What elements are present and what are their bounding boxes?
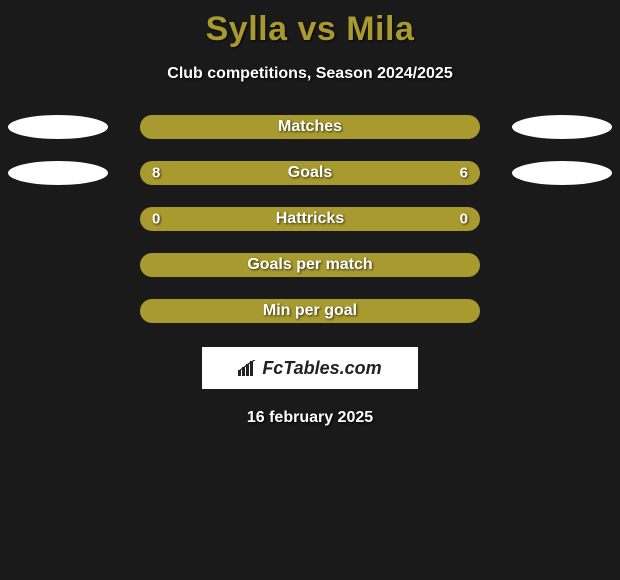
page-title: Sylla vs Mila — [0, 0, 620, 49]
stat-row: Goals per match — [0, 253, 620, 277]
stat-value-right: 6 — [460, 165, 468, 182]
stat-pill: Matches — [140, 115, 480, 139]
stat-label: Goals per match — [247, 256, 372, 274]
bar-chart-icon — [238, 360, 258, 376]
stat-row: Min per goal — [0, 299, 620, 323]
stat-label: Goals — [288, 164, 332, 182]
stat-value-left: 0 — [152, 211, 160, 228]
stat-pill: 8 Goals 6 — [140, 161, 480, 185]
stat-label: Hattricks — [276, 210, 344, 228]
left-player-oval — [8, 115, 108, 139]
stats-rows: Matches 8 Goals 6 0 Hattricks 0 Goals per match… — [0, 115, 620, 323]
stat-value-left: 8 — [152, 165, 160, 182]
date-line: 16 february 2025 — [0, 409, 620, 427]
stat-row: Matches — [0, 115, 620, 139]
stat-value-right: 0 — [460, 211, 468, 228]
stat-pill: 0 Hattricks 0 — [140, 207, 480, 231]
stat-label: Matches — [278, 118, 342, 136]
left-player-oval — [8, 161, 108, 185]
stat-label: Min per goal — [263, 302, 357, 320]
logo-text: FcTables.com — [262, 358, 381, 379]
stat-pill: Goals per match — [140, 253, 480, 277]
stat-pill: Min per goal — [140, 299, 480, 323]
logo-box: FcTables.com — [202, 347, 418, 389]
right-player-oval — [512, 115, 612, 139]
stat-row: 8 Goals 6 — [0, 161, 620, 185]
subtitle: Club competitions, Season 2024/2025 — [0, 65, 620, 83]
stat-row: 0 Hattricks 0 — [0, 207, 620, 231]
right-player-oval — [512, 161, 612, 185]
